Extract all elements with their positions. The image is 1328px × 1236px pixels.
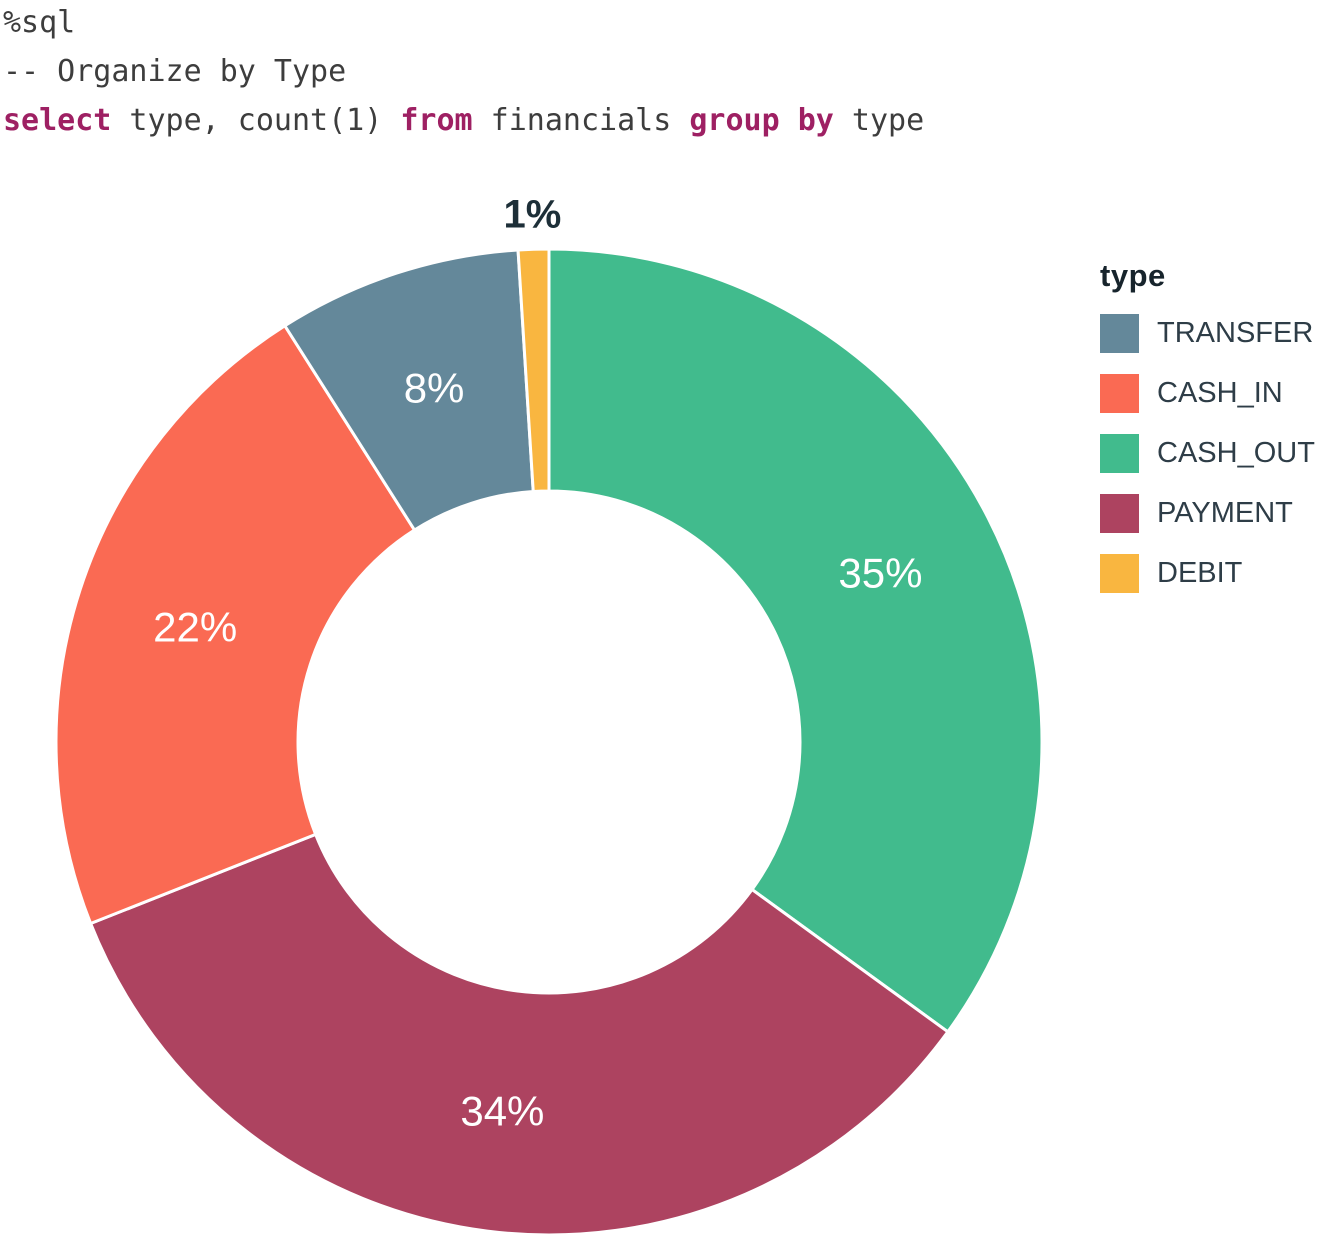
pie-slice-label-DEBIT: 1%: [504, 192, 562, 236]
code-keyword: select: [3, 103, 112, 138]
code-text: %sql: [3, 5, 76, 40]
legend-item-TRANSFER[interactable]: TRANSFER: [1100, 314, 1315, 353]
legend-item-DEBIT[interactable]: DEBIT: [1100, 554, 1315, 593]
chart-legend: type TRANSFER CASH_IN CASH_OUT PAYMENT DEBIT: [1100, 258, 1315, 614]
pie-slice-CASH_OUT[interactable]: [547, 247, 1044, 1034]
pie-slice-DEBIT[interactable]: [516, 247, 551, 494]
pie-slice-label-CASH_OUT: 35%: [838, 550, 922, 597]
legend-title: type: [1100, 258, 1166, 293]
pie-slice-CASH_IN[interactable]: [54, 323, 417, 926]
code-text: -- Organize by Type: [3, 54, 347, 89]
code-line-0: %sql: [3, 0, 924, 47]
sql-code-cell: %sql -- Organize by Type select type, coun…: [3, 0, 924, 145]
legend-swatch-PAYMENT: [1100, 494, 1139, 533]
code-keyword: from: [400, 103, 473, 138]
legend-item-CASH_OUT[interactable]: CASH_OUT: [1100, 434, 1315, 473]
pie-slice-label-TRANSFER: 8%: [404, 365, 465, 412]
legend-label: CASH_IN: [1157, 377, 1283, 409]
legend-label: DEBIT: [1157, 557, 1243, 589]
legend-label: PAYMENT: [1157, 497, 1293, 529]
pie-slice-PAYMENT[interactable]: [88, 832, 950, 1236]
code-text: financials: [472, 103, 690, 138]
code-keyword: group by: [689, 103, 834, 138]
legend-label: CASH_OUT: [1157, 437, 1315, 469]
legend-items: TRANSFER CASH_IN CASH_OUT PAYMENT DEBIT: [1100, 314, 1315, 593]
code-text: type: [833, 103, 925, 138]
legend-swatch-DEBIT: [1100, 554, 1139, 593]
pie-slice-label-PAYMENT: 34%: [460, 1088, 544, 1135]
legend-label: TRANSFER: [1157, 317, 1314, 349]
code-line-2: select type, count(1) from financials gr…: [3, 96, 924, 145]
legend-swatch-CASH_IN: [1100, 374, 1139, 413]
code-text: type, count(1): [111, 103, 401, 138]
pie-slice-label-CASH_IN: 22%: [153, 604, 237, 651]
code-line-1: -- Organize by Type: [3, 47, 924, 96]
legend-item-CASH_IN[interactable]: CASH_IN: [1100, 374, 1315, 413]
legend-swatch-TRANSFER: [1100, 314, 1139, 353]
legend-swatch-CASH_OUT: [1100, 434, 1139, 473]
legend-item-PAYMENT[interactable]: PAYMENT: [1100, 494, 1315, 533]
